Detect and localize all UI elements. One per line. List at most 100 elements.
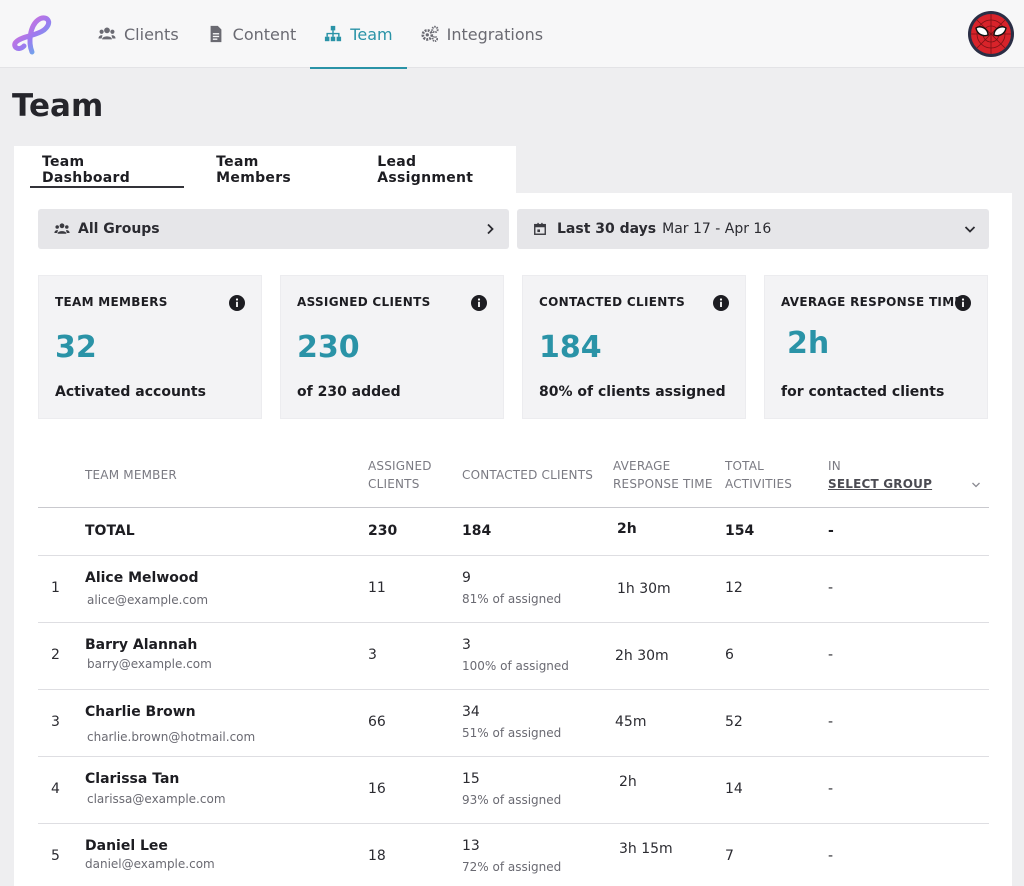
member-email: alice@example.com bbox=[87, 593, 209, 607]
member-name[interactable]: Charlie Brown bbox=[85, 704, 196, 720]
stat-card-value: 184 bbox=[539, 330, 602, 365]
member-email: charlie.brown@hotmail.com bbox=[87, 730, 256, 744]
nav-integrations-label: Integrations bbox=[446, 24, 544, 44]
assigned-count: 3 bbox=[368, 647, 377, 663]
nav-content[interactable]: Content bbox=[193, 0, 311, 68]
chevron-down-icon[interactable] bbox=[970, 479, 982, 491]
member-email: clarissa@example.com bbox=[87, 792, 226, 806]
stat-card-label: TEAM MEMBERS bbox=[55, 295, 168, 309]
app-logo[interactable] bbox=[10, 12, 56, 56]
date-range-filter[interactable]: Last 30 days Mar 17 - Apr 16 bbox=[517, 209, 989, 249]
nav-team[interactable]: Team bbox=[310, 0, 407, 69]
dashboard-panel: All Groups Last 30 days Mar 17 - Apr 16 … bbox=[14, 193, 1012, 886]
chevron-down-icon bbox=[964, 226, 976, 233]
contacted-count: 34 bbox=[462, 704, 480, 720]
total-contacted: 184 bbox=[462, 523, 492, 539]
activities-count: 7 bbox=[725, 848, 734, 864]
stat-card-value: 230 bbox=[297, 330, 360, 365]
member-email: barry@example.com bbox=[87, 657, 212, 671]
activities-count: 12 bbox=[725, 580, 743, 596]
group-filter-label: All Groups bbox=[78, 221, 160, 237]
total-activities: 154 bbox=[725, 523, 755, 539]
stat-card-label: AVERAGE RESPONSE TIME bbox=[781, 295, 963, 309]
row-index: 3 bbox=[51, 714, 60, 730]
assigned-count: 18 bbox=[368, 848, 386, 864]
main-nav: Clients Content Team bbox=[84, 0, 558, 69]
column-header-assigned-clients: ASSIGNED CLIENTS bbox=[368, 459, 432, 491]
row-index: 5 bbox=[51, 848, 60, 864]
member-email: daniel@example.com bbox=[85, 857, 215, 871]
row-index: 4 bbox=[51, 781, 60, 797]
tab-team-dashboard[interactable]: Team Dashboard bbox=[29, 146, 185, 194]
response-time: 2h bbox=[619, 774, 637, 790]
contacted-percent: 93% of assigned bbox=[462, 793, 562, 807]
contacted-percent: 72% of assigned bbox=[462, 860, 562, 874]
chevron-right-icon bbox=[487, 223, 494, 235]
stat-card-description: Activated accounts bbox=[55, 384, 206, 400]
page-title: Team bbox=[12, 88, 104, 124]
select-group-link[interactable]: SELECT GROUP bbox=[828, 477, 933, 491]
total-group: - bbox=[828, 523, 834, 539]
info-icon[interactable] bbox=[471, 295, 487, 311]
stat-card-assigned-clients: ASSIGNED CLIENTS 230 of 230 added bbox=[280, 275, 504, 419]
nav-clients[interactable]: Clients bbox=[84, 0, 193, 68]
member-name[interactable]: Barry Alannah bbox=[85, 637, 198, 653]
tab-team-members[interactable]: Team Members bbox=[216, 154, 292, 186]
table-divider bbox=[38, 507, 989, 508]
stat-card-label: ASSIGNED CLIENTS bbox=[297, 295, 431, 309]
group-filter[interactable]: All Groups bbox=[38, 209, 509, 249]
org-chart-icon bbox=[325, 25, 342, 42]
assigned-count: 66 bbox=[368, 714, 386, 730]
column-header-team-member: TEAM MEMBER bbox=[85, 468, 177, 482]
tab-lead-assignment[interactable]: Lead Assignment bbox=[377, 154, 474, 186]
nav-team-label: Team bbox=[350, 24, 393, 44]
spider-mask-icon bbox=[971, 14, 1011, 54]
nav-integrations[interactable]: Integrations bbox=[407, 0, 558, 68]
stat-card-label: CONTACTED CLIENTS bbox=[539, 295, 686, 309]
contacted-percent: 100% of assigned bbox=[462, 659, 569, 673]
column-header-contacted-clients: CONTACTED CLIENTS bbox=[462, 468, 594, 482]
stat-card-average-response-time: AVERAGE RESPONSE TIME 2h for contacted c… bbox=[764, 275, 988, 419]
column-header-average-response-time: AVERAGE RESPONSE TIME bbox=[613, 459, 713, 491]
total-label: TOTAL bbox=[85, 523, 135, 539]
calendar-icon bbox=[533, 221, 549, 237]
nav-content-label: Content bbox=[232, 24, 297, 44]
top-navigation-bar: Clients Content Team bbox=[0, 0, 1024, 69]
response-time: 45m bbox=[615, 714, 647, 730]
total-response: 2h bbox=[617, 521, 637, 537]
user-avatar[interactable] bbox=[968, 11, 1014, 57]
contacted-count: 9 bbox=[462, 570, 471, 586]
group-value: - bbox=[828, 848, 834, 864]
table-divider bbox=[38, 823, 989, 824]
member-name[interactable]: Clarissa Tan bbox=[85, 771, 180, 787]
response-time: 1h 30m bbox=[617, 581, 671, 597]
column-header-total-activities: TOTAL ACTIVITIES bbox=[725, 459, 793, 491]
stat-card-value: 2h bbox=[787, 326, 830, 361]
group-value: - bbox=[828, 781, 834, 797]
table-divider bbox=[38, 555, 989, 556]
response-time: 2h 30m bbox=[615, 648, 669, 664]
row-index: 1 bbox=[51, 580, 60, 596]
info-icon[interactable] bbox=[713, 295, 729, 311]
users-icon bbox=[54, 221, 70, 237]
users-icon bbox=[98, 27, 116, 40]
table-divider bbox=[38, 689, 989, 690]
member-name[interactable]: Alice Melwood bbox=[85, 570, 199, 586]
row-index: 2 bbox=[51, 647, 60, 663]
stat-card-description: for contacted clients bbox=[781, 384, 945, 400]
gears-icon bbox=[421, 25, 439, 43]
contacted-percent: 81% of assigned bbox=[462, 592, 562, 606]
group-value: - bbox=[828, 580, 834, 596]
stat-card-value: 32 bbox=[55, 330, 97, 365]
contacted-count: 13 bbox=[462, 838, 480, 854]
activities-count: 14 bbox=[725, 781, 743, 797]
info-icon[interactable] bbox=[955, 295, 971, 311]
date-range-dates: Mar 17 - Apr 16 bbox=[662, 221, 772, 237]
info-icon[interactable] bbox=[229, 295, 245, 311]
member-name[interactable]: Daniel Lee bbox=[85, 838, 168, 854]
activities-count: 52 bbox=[725, 714, 743, 730]
stat-card-description: of 230 added bbox=[297, 384, 401, 400]
activities-count: 6 bbox=[725, 647, 734, 663]
date-range-label: Last 30 days bbox=[557, 221, 657, 237]
nav-clients-label: Clients bbox=[124, 24, 179, 44]
